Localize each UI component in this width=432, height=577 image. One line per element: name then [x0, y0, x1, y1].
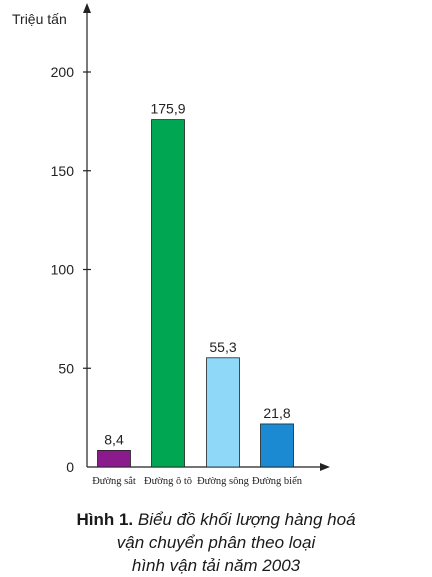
y-tick-label: 0	[66, 459, 74, 475]
y-tick-label: 50	[58, 360, 74, 376]
y-tick-label: 200	[51, 64, 75, 80]
category-label: Đường sông	[197, 476, 250, 487]
bar	[260, 423, 294, 468]
value-label: 175,9	[150, 101, 185, 117]
caption-line-3: hình vận tải năm 2003	[131, 556, 301, 575]
x-axis-arrow	[320, 463, 330, 471]
value-label: 21,8	[263, 405, 290, 421]
y-axis-arrow	[83, 3, 91, 13]
category-label: Đường biển	[252, 476, 303, 487]
y-tick-label: 150	[51, 163, 75, 179]
caption-line-2: vận chuyển phân theo loại	[116, 533, 316, 552]
bar	[206, 357, 240, 468]
caption-line-1: Biểu đồ khối lượng hàng hoá	[137, 510, 356, 529]
bar	[97, 450, 131, 468]
value-label: 55,3	[209, 339, 236, 355]
category-label: Đường sắt	[92, 476, 136, 487]
y-axis-label: Triệu tấn	[12, 11, 67, 27]
bar-chart: Triệu tấn 0 50 100 150 200 8,4 Đường sắt 175,9…	[12, 3, 330, 487]
figure-caption: Hình 1. Biểu đồ khối lượng hàng hoá vận …	[0, 508, 432, 577]
y-tick-label: 100	[51, 262, 75, 278]
category-label: Đường ô tô	[144, 476, 192, 487]
caption-label: Hình 1.	[76, 510, 134, 529]
bar	[151, 119, 185, 468]
value-label: 8,4	[104, 431, 124, 447]
